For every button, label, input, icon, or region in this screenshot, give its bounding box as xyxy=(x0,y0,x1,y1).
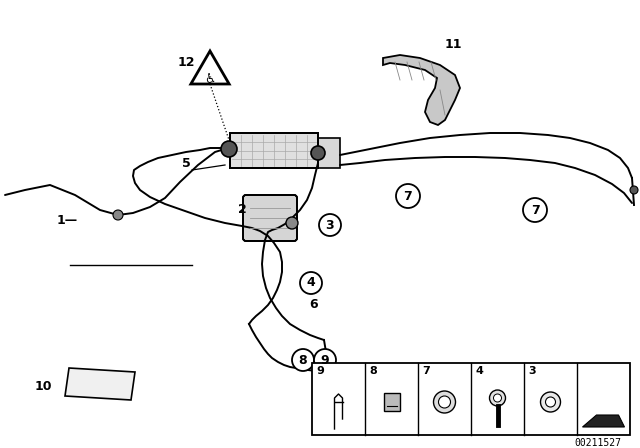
Text: 11: 11 xyxy=(445,38,463,51)
Text: 12: 12 xyxy=(178,56,195,69)
Text: 3: 3 xyxy=(326,219,334,232)
Text: 9: 9 xyxy=(316,366,324,376)
Text: 3: 3 xyxy=(528,366,536,376)
Circle shape xyxy=(493,394,502,402)
Circle shape xyxy=(221,141,237,157)
Circle shape xyxy=(490,390,506,406)
Text: 5: 5 xyxy=(182,157,191,170)
Circle shape xyxy=(314,349,336,371)
Text: 7: 7 xyxy=(531,203,540,216)
Circle shape xyxy=(311,146,325,160)
Polygon shape xyxy=(383,55,460,125)
Text: 8: 8 xyxy=(299,353,307,366)
Text: 2: 2 xyxy=(238,203,247,216)
Circle shape xyxy=(433,391,456,413)
Text: 8: 8 xyxy=(369,366,377,376)
Text: 7: 7 xyxy=(422,366,429,376)
Circle shape xyxy=(438,396,451,408)
Polygon shape xyxy=(582,415,625,427)
Text: 7: 7 xyxy=(404,190,412,202)
Circle shape xyxy=(396,184,420,208)
Text: 9: 9 xyxy=(321,353,330,366)
FancyBboxPatch shape xyxy=(230,133,318,168)
Text: 00211527: 00211527 xyxy=(575,438,621,448)
Circle shape xyxy=(319,214,341,236)
Polygon shape xyxy=(65,368,135,400)
Text: ♿: ♿ xyxy=(204,73,216,86)
Text: 1—: 1— xyxy=(57,214,78,227)
FancyBboxPatch shape xyxy=(318,138,340,168)
Circle shape xyxy=(300,272,322,294)
Circle shape xyxy=(292,349,314,371)
Circle shape xyxy=(541,392,561,412)
Bar xyxy=(312,363,630,435)
Text: 4: 4 xyxy=(307,276,316,289)
FancyBboxPatch shape xyxy=(243,195,297,241)
Circle shape xyxy=(545,397,556,407)
Text: 4: 4 xyxy=(475,366,483,376)
Text: 6: 6 xyxy=(310,298,318,311)
Text: 10: 10 xyxy=(35,380,52,393)
Circle shape xyxy=(113,210,123,220)
FancyBboxPatch shape xyxy=(383,393,399,411)
Circle shape xyxy=(286,217,298,229)
Circle shape xyxy=(523,198,547,222)
Circle shape xyxy=(630,186,638,194)
